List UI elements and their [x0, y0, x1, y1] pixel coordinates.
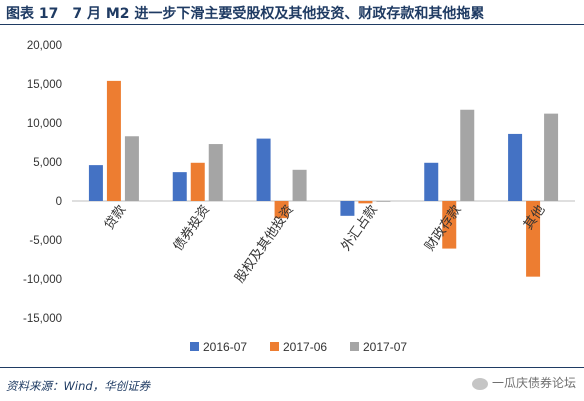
y-tick-label: 15,000: [27, 79, 62, 91]
y-tick-label: 5,000: [33, 157, 62, 169]
legend-label: 2017-07: [363, 340, 407, 354]
bar: [508, 133, 523, 201]
bar: [208, 144, 223, 201]
x-tick-label: 其他: [521, 203, 548, 233]
bars: [88, 80, 559, 277]
watermark: 一瓜庆债券论坛: [471, 374, 576, 391]
bar: [106, 80, 121, 201]
x-tick-label: 债券投资: [170, 202, 213, 254]
bar: [274, 201, 289, 219]
legend-label: 2017-06: [283, 340, 327, 354]
chart-title: 图表 17 7 月 M2 进一步下滑主要受股权及其他投资、财政存款和其他拖累: [6, 3, 484, 23]
bar: [292, 169, 307, 201]
legend-swatch: [270, 342, 279, 351]
bar: [442, 201, 457, 249]
bar-chart: -15,000 -10,000 -5,000 0 5,000 10,000 15,000 20…: [23, 40, 575, 354]
source-note: 资料来源：Wind，华创证券: [6, 379, 151, 393]
y-tick-label: 10,000: [27, 118, 62, 130]
footer-rule: [0, 367, 584, 368]
x-tick-label: 股权及其他投资: [232, 202, 297, 286]
bar: [460, 109, 475, 201]
title-rule: [0, 24, 584, 25]
legend-label: 2016-07: [203, 340, 247, 354]
figure-title: 7 月 M2 进一步下滑主要受股权及其他投资、财政存款和其他拖累: [72, 6, 485, 22]
bar: [124, 136, 139, 201]
figure-number: 图表 17: [6, 6, 59, 22]
y-tick-label: 20,000: [27, 40, 62, 52]
legend-swatch: [350, 342, 359, 351]
watermark-text: 一瓜庆债券论坛: [491, 376, 576, 390]
x-tick-label: 贷款: [102, 203, 129, 233]
bar: [358, 201, 373, 204]
x-axis: 贷款 债券投资 股权及其他投资 外汇占款 财政存款 其他: [102, 202, 548, 286]
y-tick-label: -5,000: [29, 235, 62, 247]
bar: [88, 165, 103, 201]
bar: [340, 201, 355, 216]
wechat-icon: [471, 377, 488, 390]
bar: [376, 201, 391, 202]
bar: [424, 162, 439, 201]
y-tick-label: -10,000: [23, 274, 62, 286]
y-tick-label: 0: [56, 196, 62, 208]
y-tick-label: -15,000: [23, 313, 62, 325]
bar: [190, 162, 205, 201]
bar: [172, 172, 187, 201]
y-axis: -15,000 -10,000 -5,000 0 5,000 10,000 15,000 20…: [23, 40, 575, 325]
bar: [526, 201, 541, 277]
legend: 2016-07 2017-06 2017-07: [190, 340, 407, 354]
legend-swatch: [190, 342, 199, 351]
bar: [256, 138, 271, 201]
bar: [544, 113, 559, 201]
